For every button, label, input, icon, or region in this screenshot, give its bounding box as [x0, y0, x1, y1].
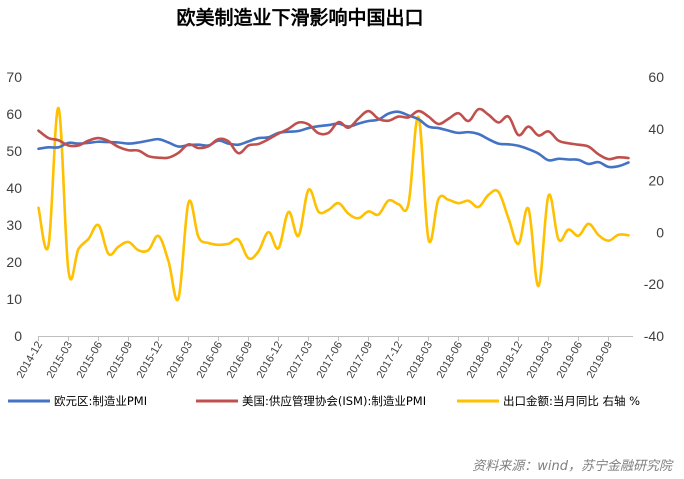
- left-tick-label: 10: [6, 291, 22, 307]
- legend-label-1: 美国:供应管理协会(ISM):制造业PMI: [242, 394, 426, 408]
- source-note: 资料来源：wind，苏宁金融研究院: [472, 458, 674, 474]
- right-tick-label: -20: [644, 276, 664, 292]
- legend: 欧元区:制造业PMI 美国:供应管理协会(ISM):制造业PMI 出口金额:当月同比…: [8, 394, 640, 408]
- legend-label-2: 出口金额:当月同比 右轴 %: [503, 394, 640, 408]
- right-tick-label: -40: [644, 328, 664, 344]
- left-tick-label: 50: [6, 143, 22, 159]
- x-tick-label: 2017-09: [345, 340, 376, 381]
- series-line-2: [37, 106, 630, 302]
- x-tick-label: 2016-09: [225, 340, 256, 381]
- series-line-0: [37, 110, 630, 169]
- x-tick-label: 2019-06: [555, 340, 586, 381]
- x-tick-label: 2018-06: [435, 340, 466, 381]
- legend-label-0: 欧元区:制造业PMI: [54, 394, 147, 408]
- x-tick-label: 2015-12: [135, 340, 166, 381]
- x-tick-label: 2016-12: [255, 340, 286, 381]
- series-line-1: [37, 107, 630, 161]
- x-tick-label: 2017-12: [375, 340, 406, 381]
- x-tick-label: 2019-09: [585, 340, 616, 381]
- series-lines: [37, 106, 630, 302]
- x-tick-label: 2016-03: [165, 340, 196, 381]
- x-tick-label: 2016-06: [195, 340, 226, 381]
- x-tick-label: 2017-03: [285, 340, 316, 381]
- x-tick-label: 2018-09: [465, 340, 496, 381]
- x-axis: 2014-12 2015-03 2015-06 2015-09 2015-12 2016-…: [15, 336, 616, 381]
- x-tick-label: 2014-12: [15, 340, 46, 381]
- left-tick-label: 60: [6, 106, 22, 122]
- x-tick-label: 2018-03: [405, 340, 436, 381]
- x-tick-label: 2015-03: [45, 340, 76, 381]
- right-tick-label: 60: [648, 69, 664, 85]
- x-tick-label: 2018-12: [495, 340, 526, 381]
- x-tick-label: 2017-06: [315, 340, 346, 381]
- right-tick-label: 20: [648, 173, 664, 189]
- left-tick-label: 20: [6, 254, 22, 270]
- left-tick-label: 30: [6, 217, 22, 233]
- x-tick-label: 2015-09: [105, 340, 136, 381]
- right-tick-label: 0: [656, 224, 664, 240]
- left-axis: 0 10 20 30 40 50 60 70: [6, 69, 22, 344]
- x-tick-label: 2019-03: [525, 340, 556, 381]
- left-tick-label: 70: [6, 69, 22, 85]
- right-axis: -40 -20 0 20 40 60: [644, 69, 664, 344]
- left-tick-label: 0: [14, 328, 22, 344]
- x-tick-label: 2015-06: [75, 340, 106, 381]
- left-tick-label: 40: [6, 180, 22, 196]
- right-tick-label: 40: [648, 121, 664, 137]
- chart-title: 欧美制造业下滑影响中国出口: [176, 6, 423, 29]
